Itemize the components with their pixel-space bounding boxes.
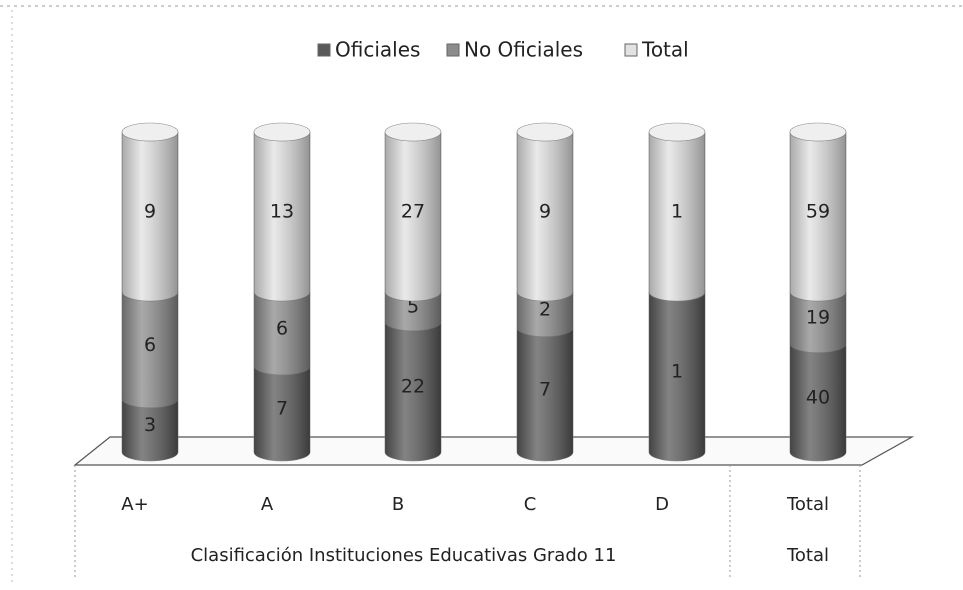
data-label: 7 bbox=[276, 397, 288, 419]
cylinder-shade bbox=[517, 132, 573, 301]
data-label: 22 bbox=[401, 375, 425, 397]
legend-label: No Oficiales bbox=[464, 38, 583, 62]
x-tick-label: B bbox=[392, 494, 404, 515]
data-label: 1 bbox=[671, 361, 683, 383]
x-tick-label: Total bbox=[786, 494, 829, 515]
data-label: 9 bbox=[144, 201, 156, 223]
cylinder-shade bbox=[122, 398, 178, 461]
legend-label: Oficiales bbox=[335, 38, 420, 62]
cylinder-top bbox=[384, 122, 442, 142]
data-label: 40 bbox=[806, 386, 830, 408]
legend-swatch bbox=[624, 43, 638, 57]
cylinder-shade bbox=[385, 321, 441, 461]
x-tick-label: A bbox=[261, 494, 274, 515]
cylinder-shade bbox=[649, 292, 705, 461]
cylinder-shade bbox=[517, 327, 573, 461]
cylinder-top bbox=[253, 122, 311, 142]
cylinder-shade bbox=[649, 132, 705, 301]
legend-swatch bbox=[317, 43, 331, 57]
x-tick-label: A+ bbox=[121, 494, 148, 515]
data-label: 1 bbox=[671, 201, 683, 223]
data-label: 7 bbox=[539, 378, 551, 400]
floor bbox=[73, 436, 915, 466]
cylinder-shade bbox=[790, 132, 846, 301]
cylinder-shade bbox=[254, 292, 310, 375]
x-tick-label: C bbox=[524, 494, 537, 515]
cylinder-shade bbox=[122, 292, 178, 408]
cylinder-shade bbox=[385, 292, 442, 331]
data-label: 59 bbox=[806, 201, 830, 223]
data-label: 6 bbox=[144, 334, 156, 356]
data-label: 13 bbox=[270, 201, 294, 223]
cylinder-top bbox=[121, 122, 179, 142]
data-label: 3 bbox=[144, 414, 156, 436]
cylinder-shade bbox=[122, 132, 178, 301]
cylinder-shade bbox=[517, 292, 573, 337]
group-label: Clasificación Instituciones Educativas G… bbox=[191, 545, 617, 566]
data-label: 9 bbox=[539, 201, 551, 223]
group-label: Total bbox=[786, 545, 829, 566]
cylinder-top bbox=[789, 122, 847, 142]
cylinder-shade bbox=[790, 343, 846, 461]
x-tick-label: D bbox=[655, 494, 669, 515]
cylinder-shade bbox=[254, 365, 310, 461]
cylinder-shade bbox=[254, 132, 310, 301]
cylinder-shade bbox=[385, 132, 441, 301]
cylinder-top bbox=[516, 122, 574, 142]
legend-swatch bbox=[446, 43, 460, 57]
cylinder-shade bbox=[790, 292, 846, 353]
cylinder-top bbox=[648, 122, 706, 142]
legend-label: Total bbox=[641, 38, 689, 62]
data-label: 27 bbox=[401, 201, 425, 223]
data-label: 19 bbox=[806, 306, 830, 328]
data-label: 2 bbox=[539, 298, 551, 320]
data-label: 6 bbox=[276, 317, 288, 339]
